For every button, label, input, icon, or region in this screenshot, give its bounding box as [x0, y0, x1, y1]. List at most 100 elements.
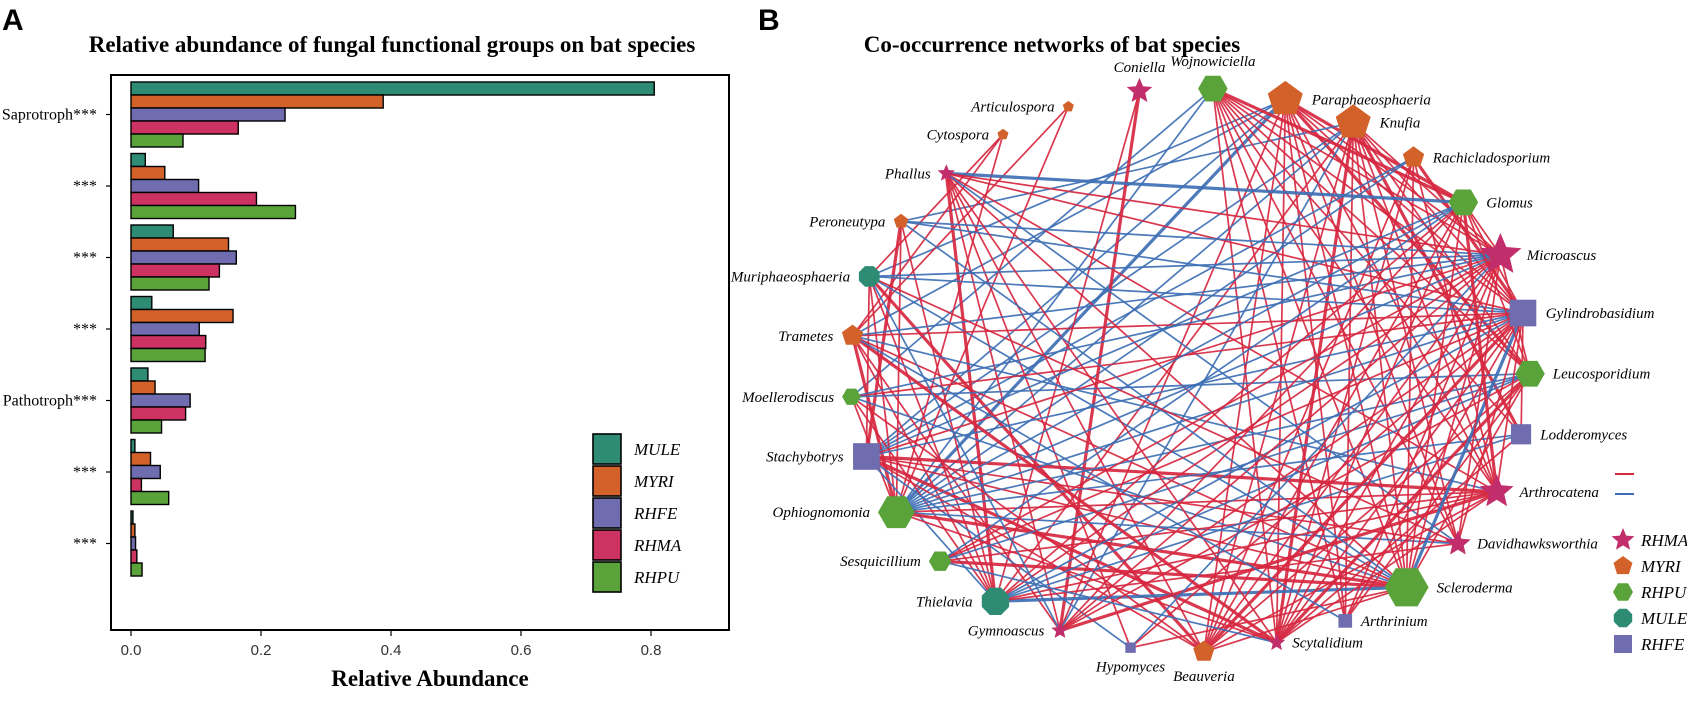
- network-edge: [1352, 122, 1408, 588]
- panel-b-letter: B: [758, 4, 780, 37]
- network-edge-legend: [1615, 473, 1634, 495]
- category-label: Pathotroph***: [3, 393, 97, 410]
- network-edge: [868, 276, 898, 513]
- bar-rhfe-group-5: [130, 393, 191, 408]
- bar-rhfe-group-4: [130, 321, 200, 337]
- node-label-paraphaeosphaeria: Paraphaeosphaeria: [1311, 92, 1431, 108]
- network-edge: [900, 220, 1408, 588]
- node-sesquicillium: [928, 551, 952, 571]
- network-edge: [896, 510, 1407, 589]
- network-edge: [1405, 157, 1415, 588]
- network-edge: [895, 106, 1070, 513]
- bar-rhma-group-5: [130, 406, 187, 421]
- network-edge: [865, 98, 1286, 458]
- network-edge: [868, 98, 1286, 278]
- network-edge: [866, 455, 1459, 545]
- network-edge: [851, 334, 1278, 644]
- network-edge: [866, 455, 1407, 589]
- network-legend-label-mule: MULE: [1640, 609, 1687, 628]
- bar-myri-group-3: [130, 237, 230, 252]
- bar-chart-bars: [130, 81, 655, 577]
- node-label-articulospora: Articulospora: [970, 100, 1054, 116]
- network-edge: [1059, 312, 1524, 632]
- network-edge: [1275, 201, 1465, 644]
- network-edge: [1405, 202, 1465, 588]
- node-gymnoascus: [1051, 621, 1069, 638]
- network-edge: [869, 275, 1524, 314]
- bar-rhpu-group-1: [130, 133, 184, 148]
- node-rachicladosporium: [1402, 146, 1425, 167]
- network-edge: [1284, 98, 1498, 493]
- x-tick-label: 0.8: [641, 642, 662, 659]
- network-legend-label-rhma: RHMA: [1640, 531, 1687, 550]
- bar-rhfe-group-7: [130, 536, 137, 551]
- network-edge: [939, 254, 1501, 562]
- bar-myri-group-2: [130, 165, 166, 181]
- network-edge: [1352, 122, 1459, 544]
- node-cytospora: [997, 128, 1009, 140]
- network-edge: [1059, 254, 1501, 632]
- network-node-labels: Coniella Wojnowiciella Paraphaeosphaeria Kn…: [730, 54, 1655, 685]
- network-edge: [1276, 433, 1522, 644]
- network-legend-symbol-rhpu: [1613, 583, 1633, 601]
- network-edge: [1203, 586, 1407, 653]
- x-tick-label: 0.2: [251, 642, 272, 659]
- legend-label-rhfe: RHFE: [633, 504, 678, 523]
- node-label-ophiognomonia: Ophiognomonia: [773, 505, 871, 521]
- node-stachybotrys: [853, 443, 880, 470]
- node-label-hypomyces: Hypomyces: [1095, 660, 1165, 676]
- network-edge: [895, 121, 1354, 513]
- bar-rhpu-group-3: [130, 276, 210, 291]
- node-beauveria: [1193, 640, 1215, 661]
- bar-rhma-group-6: [130, 477, 143, 493]
- bar-mule-group-2: [130, 152, 147, 168]
- node-paraphaeosphaeria: [1267, 80, 1303, 115]
- node-microascus: [1479, 232, 1522, 273]
- network-edge: [939, 372, 1531, 563]
- bar-chart-x-label: Relative Abundance: [331, 666, 528, 691]
- network-edge: [895, 201, 1464, 513]
- node-label-leucosporidium: Leucosporidium: [1552, 367, 1651, 383]
- node-label-moellerodiscus: Moellerodiscus: [741, 390, 834, 406]
- legend-label-mule: MULE: [633, 440, 681, 459]
- bar-mule-group-5: [130, 367, 149, 382]
- node-knufia: [1335, 104, 1371, 138]
- network-edge: [945, 173, 1061, 631]
- bar-rhfe-group-2: [130, 178, 200, 194]
- network-edge: [851, 396, 1205, 653]
- bar-chart-frame: [110, 74, 730, 631]
- network-edge: [940, 559, 1407, 589]
- network-edge: [850, 396, 997, 602]
- category-label: ***: [73, 321, 97, 338]
- network-edge: [852, 98, 1286, 337]
- legend-swatch-rhma: [592, 529, 622, 561]
- network-edge: [1130, 586, 1407, 649]
- network-edge: [1284, 98, 1459, 544]
- network-edge: [945, 172, 1278, 644]
- node-muriphaeosphaeria: [858, 266, 880, 287]
- bar-rhpu-group-7: [130, 562, 143, 577]
- network-edge: [865, 455, 1131, 649]
- x-tick-label: 0.6: [511, 642, 532, 659]
- node-label-rachicladosporium: Rachicladosporium: [1432, 151, 1551, 167]
- network-edge: [868, 275, 1061, 632]
- bar-chart-title: Relative abundance of fungal functional …: [89, 32, 696, 57]
- bar-rhma-group-2: [130, 191, 258, 207]
- node-label-knufia: Knufia: [1379, 116, 1421, 132]
- network-edge: [1457, 254, 1502, 544]
- node-coniella: [1126, 77, 1153, 102]
- bar-rhma-group-7: [130, 549, 138, 564]
- bar-rhpu-group-6: [130, 490, 170, 506]
- network-edge: [1462, 201, 1531, 375]
- network-edge: [900, 220, 1501, 256]
- bar-mule-group-7: [130, 510, 134, 525]
- node-label-stachybotrys: Stachybotrys: [766, 450, 844, 466]
- network-edge: [1212, 88, 1498, 493]
- node-label-glomus: Glomus: [1486, 195, 1533, 211]
- bar-mule-group-1: [130, 81, 655, 96]
- network-edge: [995, 490, 1497, 603]
- network-legend-symbol-mule: [1613, 608, 1633, 628]
- bar-chart-category-labels: Saprotroph*** *** *** *** Pathotroph*** *** **…: [2, 107, 111, 553]
- bar-rhma-group-4: [130, 334, 207, 350]
- network-legend-label-rhfe: RHFE: [1640, 635, 1685, 654]
